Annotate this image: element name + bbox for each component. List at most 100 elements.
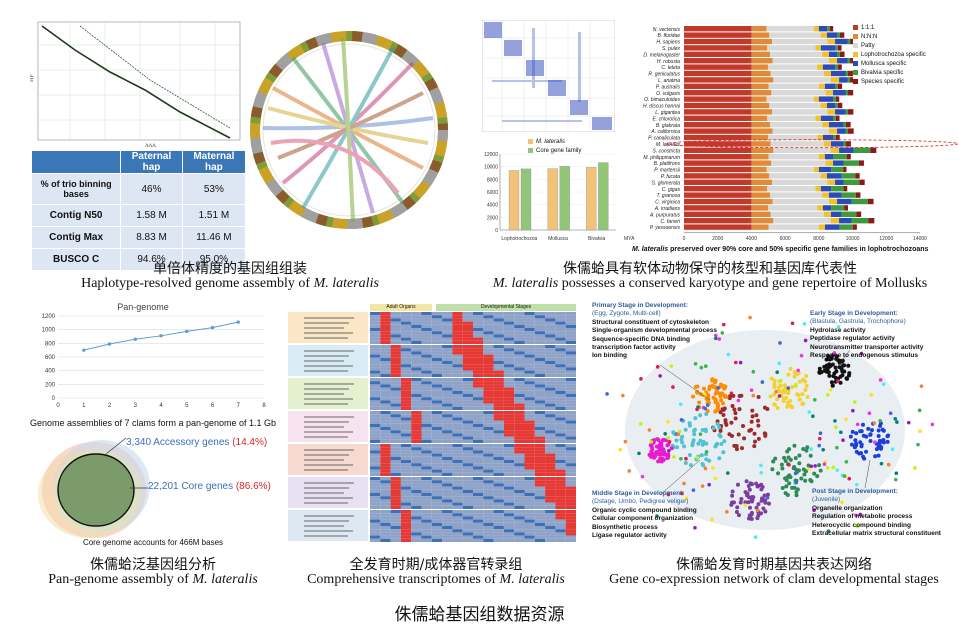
heat-cell [462,472,473,476]
heat-cell [555,510,566,514]
heat-cell [503,337,515,341]
heat-cell [555,493,566,497]
network-node [799,353,804,358]
bar-segment [684,90,752,96]
heat-cell [545,340,556,344]
heat-cell [380,361,391,365]
go-term-line [304,520,349,522]
species-label: A. irradians [654,206,681,212]
network-node [666,453,671,458]
heat-cell [462,321,473,325]
panel5-caption-cn: 侏儒蛤发育时期基因共表达网络 [676,557,872,573]
heat-cell [411,348,422,352]
heat-cell [534,331,546,335]
bar-segment [751,147,774,153]
heat-cell [524,334,535,338]
heat-cell [493,361,504,365]
heat-cell [514,493,525,497]
network-node [734,509,739,514]
heat-cell [452,334,463,338]
heat-cell [514,477,525,481]
heat-cell [400,364,412,368]
heat-cell [462,411,473,415]
heat-cell [534,463,546,467]
network-node [808,453,813,458]
species-label: P. martensii [654,168,681,174]
network-node [699,365,704,370]
heat-cell [483,493,494,497]
heat-cell [370,510,381,514]
network-node [818,436,822,441]
paternal-value: 8.83 M [120,226,183,249]
heat-cell [483,439,494,443]
network-node [716,386,720,390]
heat-cell [483,480,494,484]
heat-cell [555,403,566,407]
network-node [732,407,737,412]
accessory-pct: (14.4%) [232,437,268,448]
bar-segment [684,58,752,64]
heat-cell [503,411,515,415]
heat-cell [431,417,443,421]
network-node [792,443,797,448]
heat-cell [514,499,525,503]
heat-cell [545,519,556,523]
heat-cell [462,493,473,497]
network-node [775,370,780,375]
heat-cell [442,502,453,506]
heat-cell [411,532,422,536]
heat-cell [565,456,576,460]
heat-cell [452,381,463,385]
bar-segment [822,51,829,57]
heat-cell [555,486,566,490]
heat-cell [493,466,504,470]
heat-cell [493,502,504,506]
heat-cell [524,430,535,434]
heat-cell [524,472,535,476]
heat-cell [390,387,401,391]
network-node [787,463,791,467]
heat-cell [390,463,401,467]
network-node [919,384,924,388]
heat-cell [503,456,515,460]
heat-cell [514,450,525,454]
heat-cell [534,367,546,371]
heat-cell [442,345,453,349]
heat-cell [514,532,525,536]
heat-cell [565,373,576,377]
heat-cell [473,370,484,374]
heat-cell [452,453,463,457]
heat-cell [452,337,463,341]
species-gene-stacked-chart: N. vectensis B. floridae H. sapiens S. pule… [620,20,959,258]
bar-segment [859,179,865,185]
heat-cell [545,337,556,341]
network-node [733,416,738,421]
heat-cell [462,469,473,473]
bar-segment [815,115,821,121]
heat-cell [380,532,391,536]
heat-cell [483,334,494,338]
heat-cell [390,321,401,325]
legend-swatch [528,138,533,144]
heat-cell [452,321,463,325]
bar-segment [822,134,834,141]
species-label: H. discus hannai [643,104,681,110]
heat-cell [565,453,576,457]
heat-cell [503,373,515,377]
heat-cell [534,505,546,509]
heat-cell [565,516,576,520]
network-node [825,366,830,371]
heat-cell [534,361,546,365]
network-node [916,442,920,447]
heat-cell [524,403,535,407]
heat-cell [545,348,556,352]
heat-cell [380,453,391,457]
heat-cell [452,315,463,319]
heat-cell [534,439,546,443]
network-node [859,451,864,456]
heat-cell [370,406,381,410]
heat-cell [534,532,546,536]
y-tick-label: 1200 [42,314,56,320]
heat-cell [442,321,453,325]
heat-cell [411,450,422,454]
